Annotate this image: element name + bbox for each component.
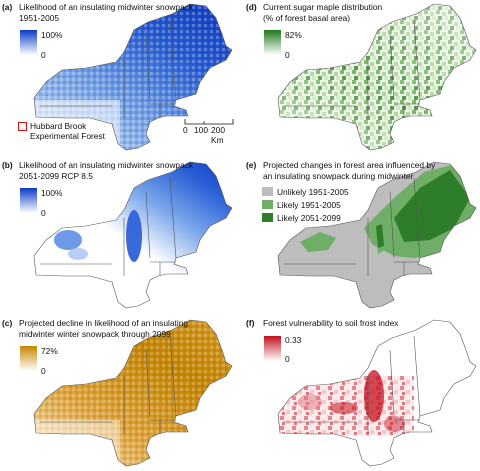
panel-e: (e) Projected changes in forest area inf… bbox=[244, 158, 480, 313]
legend-colorbar bbox=[264, 30, 281, 55]
legend-label-unlikely: Unlikely 1951-2005 bbox=[277, 187, 349, 197]
legend-max: 100% bbox=[41, 188, 63, 198]
scale-bar bbox=[184, 119, 234, 125]
panel-title-line2: midwinter winter snowpack through 2099 bbox=[19, 329, 171, 339]
panel-title-line2: (% of forest basal area) bbox=[263, 13, 351, 23]
panel-f: (f) Forest vulnerability to soil frost i… bbox=[244, 316, 480, 471]
panel-label: (b) bbox=[2, 160, 13, 170]
panel-c: (c) Projected decline in likelihood of a… bbox=[0, 316, 236, 471]
hubbard-brook-label-2: Experimental Forest bbox=[30, 131, 105, 141]
legend-min: 0 bbox=[41, 208, 46, 218]
panel-title-line1: Likelihood of an insulating midwinter sn… bbox=[19, 160, 194, 170]
legend-max: 0.33 bbox=[285, 335, 302, 345]
legend-label-likely-2051: Likely 2051-2099 bbox=[277, 213, 341, 223]
panel-title-line1: Likelihood of an insulating midwinter sn… bbox=[19, 2, 194, 12]
panel-title-line2: an insulating snowpack during midwinter bbox=[263, 171, 414, 181]
legend-label-likely-1951: Likely 1951-2005 bbox=[277, 200, 341, 210]
legend-min: 0 bbox=[285, 50, 290, 60]
panel-label: (e) bbox=[246, 160, 257, 170]
hubbard-brook-marker-icon bbox=[18, 122, 27, 131]
scale-tick-0: 0 bbox=[183, 125, 188, 135]
panel-label: (d) bbox=[246, 2, 257, 12]
panel-a: (a) Likelihood of an insulating midwinte… bbox=[0, 0, 236, 155]
snowpack-map-2051-2099 bbox=[33, 161, 233, 309]
soil-frost-vulnerability-map bbox=[277, 319, 477, 467]
sugar-maple-map bbox=[277, 3, 477, 151]
panel-label: (c) bbox=[2, 318, 13, 328]
panel-d: (d) Current sugar maple distribution (% … bbox=[244, 0, 480, 155]
hubbard-brook-label: Hubbard Brook bbox=[30, 121, 87, 131]
legend-swatch-likely-1951 bbox=[262, 200, 273, 209]
panel-title-line1: Projected decline in likelihood of an in… bbox=[19, 318, 189, 328]
panel-label: (a) bbox=[2, 2, 13, 12]
forest-area-change-map bbox=[277, 161, 477, 309]
legend-min: 0 bbox=[41, 50, 46, 60]
legend-min: 0 bbox=[285, 354, 290, 364]
panel-b: (b) Likelihood of an insulating midwinte… bbox=[0, 158, 236, 313]
legend-colorbar bbox=[264, 336, 281, 361]
legend-min: 0 bbox=[41, 366, 46, 376]
snowpack-map-1951-2005 bbox=[33, 3, 233, 151]
scale-tick-100: 100 bbox=[194, 125, 208, 135]
panel-title-line1: Projected changes in forest area influen… bbox=[263, 160, 436, 170]
legend-max: 72% bbox=[41, 346, 58, 356]
panel-title-line2: 1951-2005 bbox=[19, 13, 60, 23]
snowpack-decline-map bbox=[33, 319, 233, 467]
panel-title-line2: 2051-2099 RCP 8.5 bbox=[19, 171, 93, 181]
legend-colorbar bbox=[20, 346, 37, 371]
legend-swatch-unlikely bbox=[262, 187, 273, 196]
panel-title-line1: Forest vulnerability to soil frost index bbox=[263, 318, 399, 328]
legend-max: 82% bbox=[285, 30, 302, 40]
scale-tick-200: 200 Km bbox=[211, 125, 225, 145]
panel-label: (f) bbox=[246, 318, 255, 328]
legend-colorbar bbox=[20, 188, 37, 213]
legend-max: 100% bbox=[41, 30, 63, 40]
legend-colorbar bbox=[20, 30, 37, 55]
legend-swatch-likely-2051 bbox=[262, 213, 273, 222]
panel-title-line1: Current sugar maple distribution bbox=[263, 2, 383, 12]
